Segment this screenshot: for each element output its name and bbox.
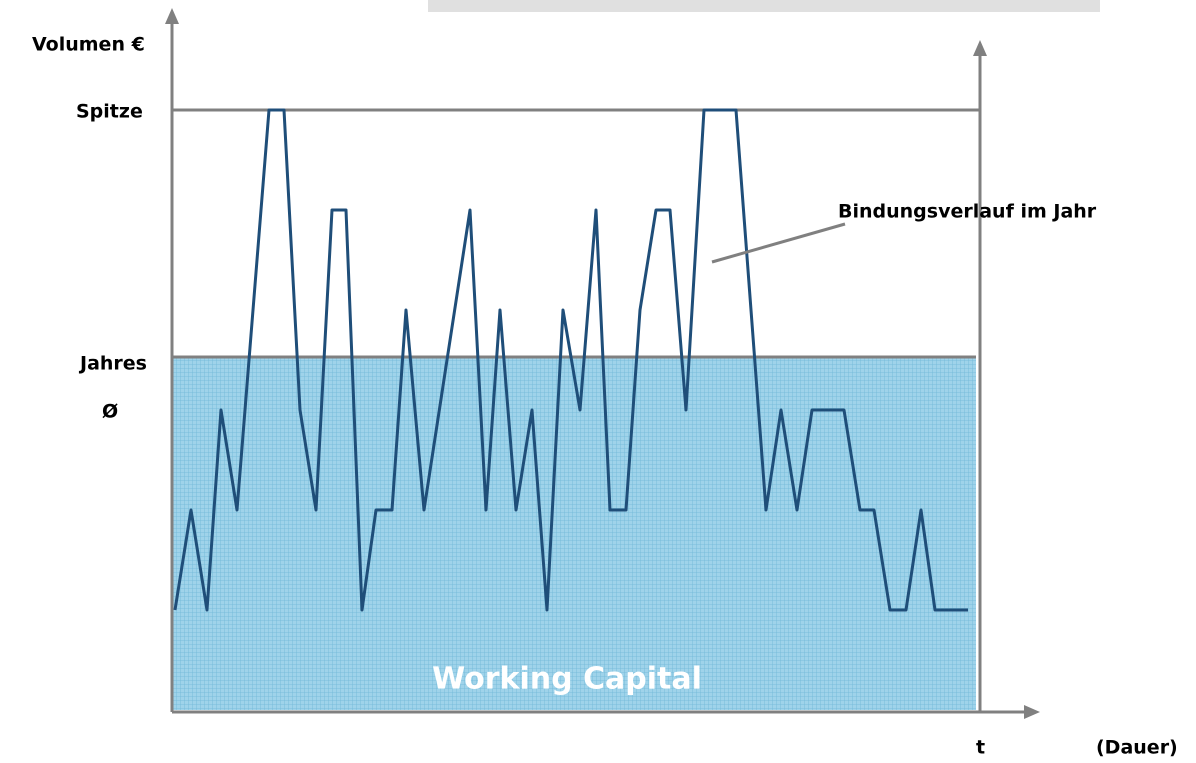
y-arrow — [165, 8, 179, 24]
average-symbol: Ø — [102, 401, 118, 423]
pointer — [711, 222, 846, 264]
peak-label: Spitze — [76, 101, 143, 123]
area-label: Working Capital — [432, 662, 702, 697]
curve — [173, 108, 968, 612]
x-axis-label: t — [976, 737, 985, 759]
working-capital-area — [172, 357, 976, 710]
y-axis-label: Volumen € — [32, 34, 145, 56]
average-label: Jahres — [78, 353, 147, 375]
x-axis-note: (Dauer) — [1096, 737, 1178, 759]
curve-label: Bindungsverlauf im Jahr — [838, 201, 1097, 223]
top-bar — [428, 0, 1100, 12]
right-arrow — [973, 40, 987, 56]
x-arrow — [1024, 705, 1040, 719]
